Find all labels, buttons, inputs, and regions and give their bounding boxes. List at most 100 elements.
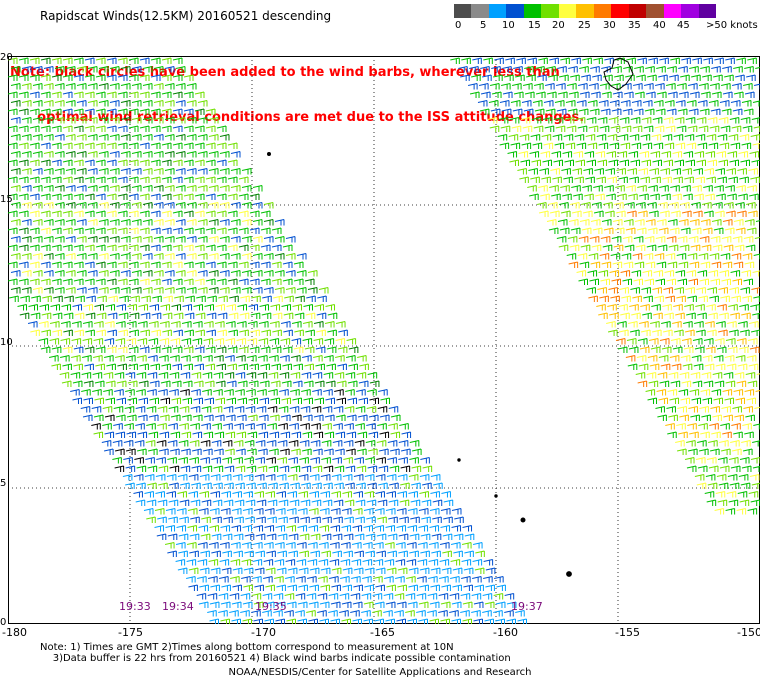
wind-barb: [241, 219, 252, 226]
wind-barb: [578, 236, 589, 243]
wind-barb: [509, 159, 519, 166]
wind-barb: [21, 66, 32, 73]
wind-barb: [325, 380, 336, 387]
wind-barb: [589, 108, 600, 115]
wind-barb: [727, 151, 738, 158]
wind-barb: [164, 117, 175, 124]
wind-barb: [65, 134, 76, 141]
wind-barb: [261, 329, 271, 336]
wind-barb: [350, 610, 360, 617]
wind-barb: [198, 525, 209, 532]
wind-barb: [244, 550, 254, 557]
wind-barb: [312, 465, 323, 472]
wind-barb: [98, 100, 109, 107]
wind-barb: [244, 457, 254, 464]
wind-barb: [610, 253, 621, 260]
wind-barb: [297, 618, 307, 624]
wind-barb: [749, 151, 760, 158]
wind-barb: [362, 542, 373, 549]
wind-barb: [709, 125, 720, 132]
wind-barb: [208, 134, 219, 141]
wind-barb: [642, 142, 653, 149]
wind-barb: [365, 533, 376, 540]
wind-barb: [647, 202, 657, 209]
wind-barb: [197, 202, 208, 209]
wind-barb: [241, 287, 252, 294]
wind-barb: [131, 66, 142, 73]
wind-barb: [638, 168, 648, 175]
wind-barb: [500, 125, 511, 132]
wind-barb: [747, 380, 758, 387]
wind-barb: [537, 74, 547, 81]
wind-barb: [117, 278, 128, 285]
wind-barb: [139, 125, 150, 132]
wind-barb: [253, 618, 263, 624]
wind-barb: [591, 244, 602, 251]
wind-barb: [161, 210, 172, 217]
wind-barb: [612, 66, 622, 73]
wind-barb: [582, 210, 593, 217]
wind-barb: [51, 227, 62, 234]
wind-barb: [348, 346, 359, 353]
wind-barb: [205, 159, 216, 166]
wind-barb: [316, 329, 326, 336]
wind-barb: [235, 482, 245, 489]
wind-barb: [706, 176, 716, 183]
wind-barb: [700, 261, 711, 268]
wind-barb: [336, 397, 346, 404]
wind-barb: [397, 474, 408, 481]
wind-barb: [532, 142, 543, 149]
wind-barb: [363, 601, 374, 608]
wind-barb: [32, 151, 43, 158]
wind-barb: [51, 74, 62, 81]
wind-barb: [637, 380, 648, 387]
wind-barb: [450, 559, 461, 566]
wind-barb: [84, 176, 95, 183]
wind-barb: [73, 227, 84, 234]
wind-barb: [229, 610, 239, 617]
wind-barb: [688, 406, 698, 413]
wind-barb: [60, 321, 71, 328]
wind-barb: [330, 601, 341, 608]
wind-barb: [566, 253, 577, 260]
wind-barb: [648, 338, 659, 345]
wind-barb: [691, 397, 702, 404]
wind-barb: [468, 83, 478, 90]
wind-barb: [286, 508, 297, 515]
wind-barb: [647, 74, 657, 81]
wind-barb: [40, 125, 51, 132]
wind-barb: [276, 584, 286, 591]
wind-barb: [651, 134, 662, 141]
wind-barb: [216, 125, 227, 132]
wind-barb: [225, 431, 236, 438]
wind-barb: [652, 287, 662, 294]
wind-barb: [339, 593, 350, 600]
wind-barb: [651, 176, 661, 183]
wind-barb: [120, 117, 131, 124]
wind-barb: [368, 431, 379, 438]
wind-barb: [267, 516, 277, 523]
wind-barb: [579, 66, 589, 73]
wind-barb: [576, 100, 587, 107]
wind-barb: [390, 414, 401, 421]
wind-barb: [450, 57, 460, 64]
wind-barb: [214, 321, 225, 328]
wind-barb: [84, 363, 94, 370]
wind-barb: [18, 244, 29, 251]
wind-barb: [227, 363, 237, 370]
wind-barb: [708, 142, 719, 149]
wind-barb: [54, 66, 65, 73]
legend-swatch: [488, 4, 507, 18]
wind-barb: [280, 338, 291, 345]
wind-barb: [241, 576, 251, 583]
wind-barb: [269, 338, 280, 345]
wind-barb: [175, 287, 186, 294]
wind-barb: [243, 491, 253, 498]
wind-barb: [377, 499, 388, 506]
wind-barb: [662, 176, 672, 183]
wind-barb: [273, 593, 284, 600]
wind-barb: [750, 304, 760, 311]
wind-barb: [63, 329, 73, 336]
wind-barb: [395, 542, 406, 549]
wind-barb: [687, 423, 697, 430]
